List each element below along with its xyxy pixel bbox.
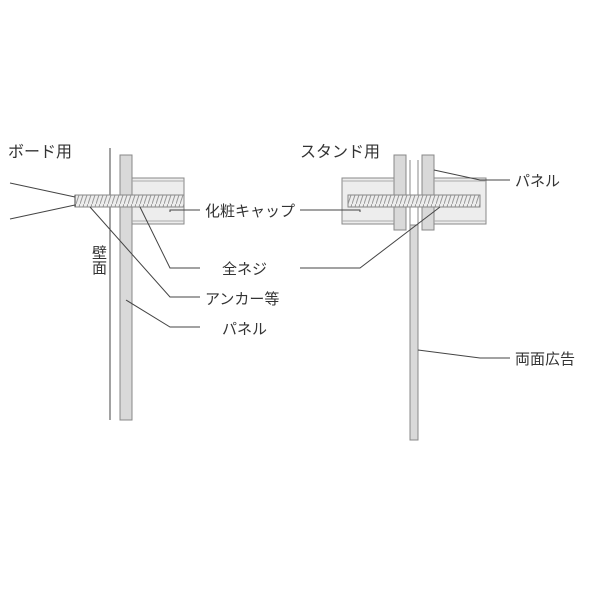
panel-right-1 bbox=[394, 155, 406, 230]
anchor-shape bbox=[10, 183, 75, 219]
leader-doubleside bbox=[418, 350, 510, 358]
title-board: ボード用 bbox=[8, 138, 72, 162]
stand-pole bbox=[410, 225, 418, 440]
label-thread: 全ネジ bbox=[222, 258, 267, 279]
title-stand: スタンド用 bbox=[300, 138, 380, 162]
label-panel-right: パネル bbox=[515, 170, 560, 191]
leader-panel-l bbox=[126, 300, 200, 327]
thread-right bbox=[348, 195, 480, 207]
label-anchor: アンカー等 bbox=[205, 288, 279, 309]
label-wall: 壁面 bbox=[88, 245, 109, 275]
thread-left bbox=[75, 195, 184, 207]
label-doubleside: 両面広告 bbox=[515, 348, 575, 369]
label-panel-left: パネル bbox=[222, 318, 267, 339]
label-cap: 化粧キャップ bbox=[205, 200, 295, 221]
diagram-canvas bbox=[0, 0, 600, 600]
